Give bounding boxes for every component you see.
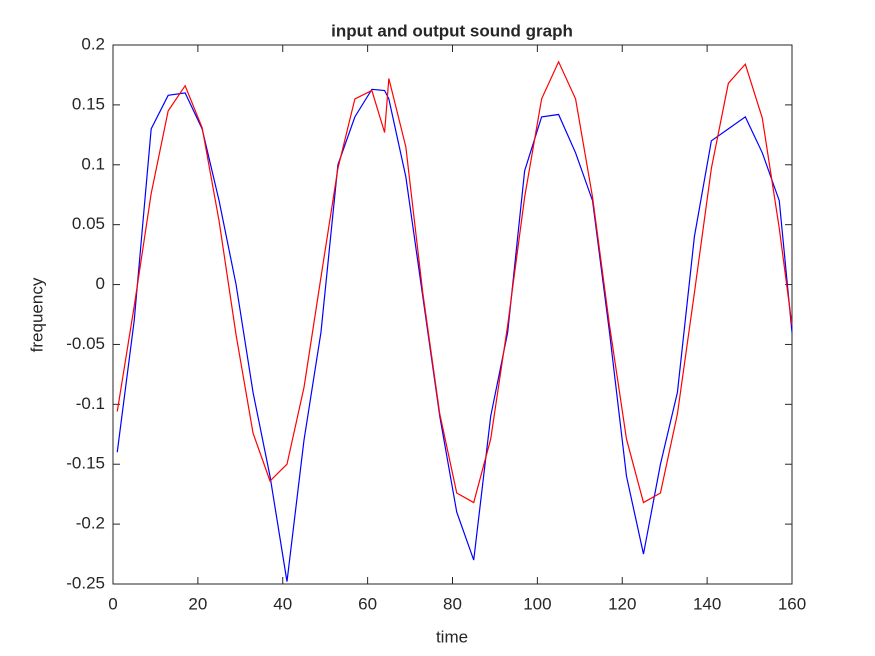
x-tick-label: 140	[693, 594, 721, 613]
y-tick-label: -0.25	[66, 573, 105, 592]
y-tick-label: 0	[96, 274, 105, 293]
y-axis-label: frequency	[27, 277, 46, 352]
x-axis-label: time	[436, 627, 468, 646]
series-line	[116, 60, 793, 504]
y-tick-label: -0.2	[76, 514, 105, 533]
series-line	[116, 88, 793, 582]
x-tick-label: 0	[108, 594, 117, 613]
y-tick-label: 0.15	[72, 94, 105, 113]
y-tick-label: 0.2	[81, 34, 105, 53]
y-tick-label: -0.15	[66, 454, 105, 473]
x-tick-label: 60	[358, 594, 377, 613]
y-tick-label: 0.05	[72, 214, 105, 233]
x-tick-label: 120	[608, 594, 636, 613]
y-tick-label: 0.1	[81, 154, 105, 173]
x-tick-label: 160	[778, 594, 806, 613]
x-tick-label: 80	[443, 594, 462, 613]
chart-title: input and output sound graph	[331, 21, 573, 40]
x-tick-label: 20	[188, 594, 207, 613]
x-tick-label: 100	[523, 594, 551, 613]
y-tick-label: -0.05	[66, 334, 105, 353]
x-tick-label: 40	[273, 594, 292, 613]
y-tick-label: -0.1	[76, 394, 105, 413]
